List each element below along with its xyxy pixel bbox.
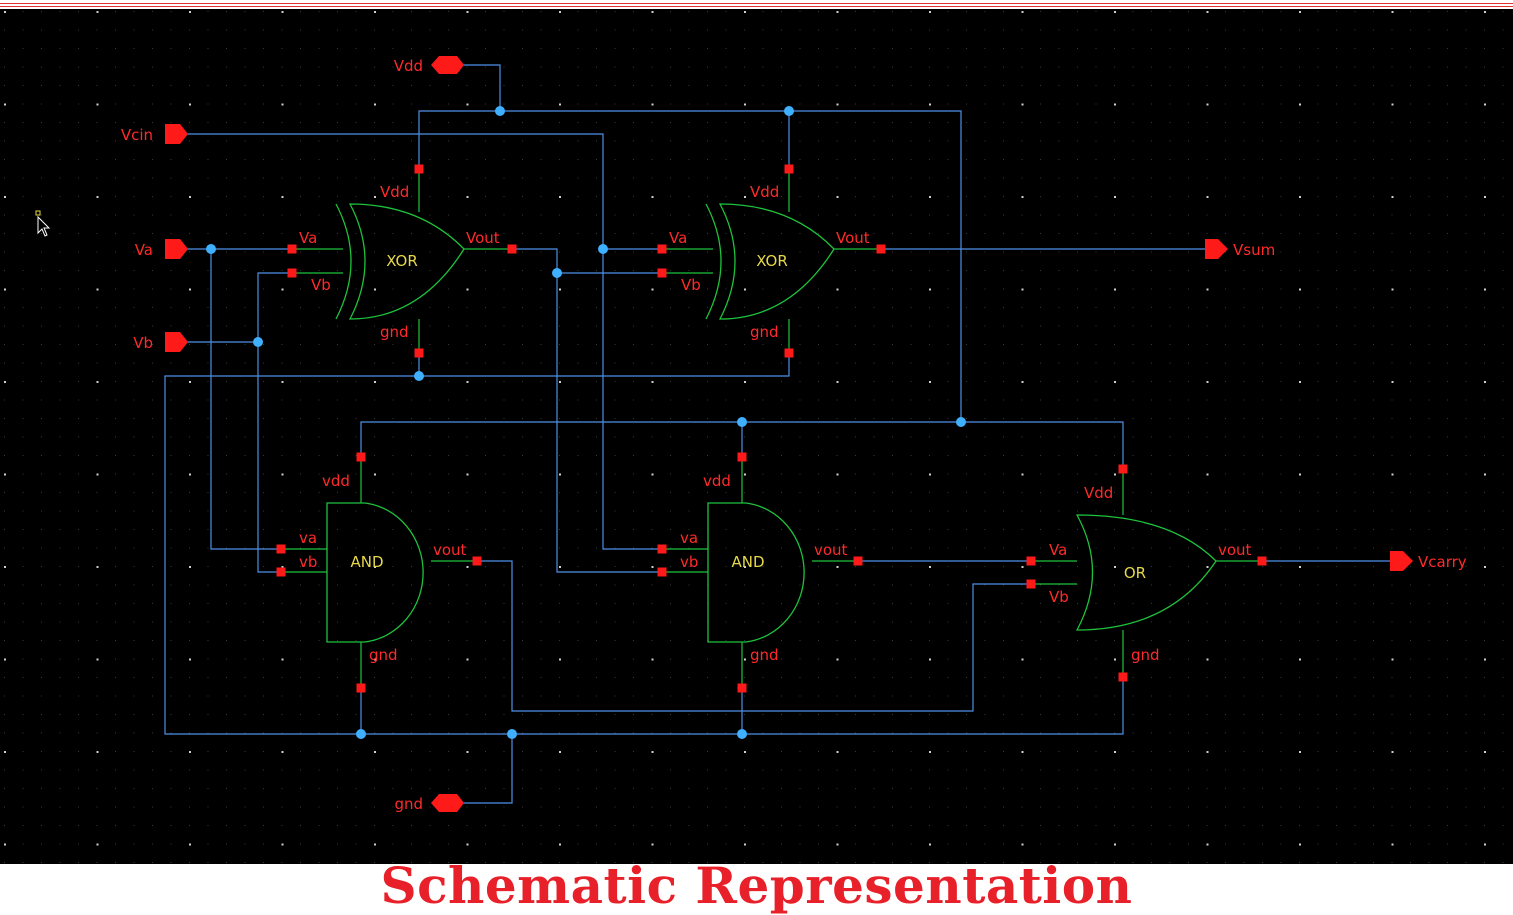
xor2-vdd-label: Vdd <box>750 183 779 201</box>
xor2-name: XOR <box>756 252 788 270</box>
and-gate-1[interactable] <box>326 502 424 643</box>
vsum-port-label: Vsum <box>1233 241 1275 259</box>
and1-gnd-label: gnd <box>369 646 398 664</box>
pin-squares <box>276 164 1267 693</box>
and-gate-2[interactable] <box>707 502 805 643</box>
and2-vout-label: vout <box>814 541 848 559</box>
wires <box>164 64 1390 804</box>
major-grid <box>0 9 1513 864</box>
caption-title: Schematic Representation <box>380 856 1133 915</box>
schematic-svg[interactable]: Vdd gnd Vcin Va Vb Vsum Vcarry XOR Vdd g… <box>0 9 1513 864</box>
wire-xor1-out[interactable] <box>512 248 662 573</box>
or-name: OR <box>1124 564 1146 582</box>
wire-gnd-rail[interactable] <box>164 375 1124 735</box>
and2-name: AND <box>731 553 764 571</box>
and2-vdd-label: vdd <box>703 472 731 490</box>
wire-vdd-in[interactable] <box>462 64 501 111</box>
va-port-label: Va <box>135 241 153 259</box>
wire-xor-gnd[interactable] <box>418 353 790 377</box>
xor-gate-1[interactable] <box>335 203 465 320</box>
wire-and1-out[interactable] <box>477 560 1031 712</box>
vdd-port-label: Vdd <box>394 57 423 75</box>
and2-gnd-label: gnd <box>750 646 779 664</box>
xor1-vout-label: Vout <box>466 229 500 247</box>
window-top-border <box>0 0 1513 9</box>
vb-port-icon[interactable] <box>165 332 188 352</box>
vsum-port-icon[interactable] <box>1205 239 1228 259</box>
vcarry-port-icon[interactable] <box>1390 551 1413 571</box>
or-vdd-label: Vdd <box>1084 484 1113 502</box>
and1-vdd-label: vdd <box>322 472 350 490</box>
or-vout-label: vout <box>1218 541 1252 559</box>
xor2-gnd-label: gnd <box>750 323 779 341</box>
xor1-vdd-label: Vdd <box>380 183 409 201</box>
pin-stubs <box>281 169 1262 688</box>
wire-vb-branch[interactable] <box>257 272 292 573</box>
border-line <box>0 6 1513 7</box>
xor1-name: XOR <box>386 252 418 270</box>
wire-vcin[interactable] <box>186 133 662 550</box>
gnd-port-label: gnd <box>394 795 423 813</box>
vdd-port-icon[interactable] <box>431 56 464 74</box>
vcin-port-label: Vcin <box>121 126 153 144</box>
vcarry-port-label: Vcarry <box>1418 553 1467 571</box>
gnd-port-icon[interactable] <box>431 794 464 812</box>
va-port-icon[interactable] <box>165 239 188 259</box>
xor-gate-2[interactable] <box>705 203 835 320</box>
wire-gnd-in[interactable] <box>462 734 513 804</box>
or-gate[interactable] <box>1075 514 1217 631</box>
xor1-gnd-label: gnd <box>380 323 409 341</box>
xor2-va-label: Va <box>669 229 687 247</box>
and2-vb-label: vb <box>680 553 698 571</box>
or-gnd-label: gnd <box>1131 646 1160 664</box>
or-vb-label: Vb <box>1049 588 1069 606</box>
and1-vb-label: vb <box>299 553 317 571</box>
vb-port-label: Vb <box>133 334 153 352</box>
xor1-va-label: Va <box>299 229 317 247</box>
xor2-vb-label: Vb <box>681 276 701 294</box>
vcin-port-icon[interactable] <box>165 124 188 144</box>
border-line <box>0 3 1513 4</box>
junction-dots <box>206 106 966 739</box>
xor2-vout-label: Vout <box>836 229 870 247</box>
schematic-canvas[interactable]: Vdd gnd Vcin Va Vb Vsum Vcarry XOR Vdd g… <box>0 9 1513 864</box>
and2-va-label: va <box>680 529 698 547</box>
and1-vout-label: vout <box>433 541 467 559</box>
and1-va-label: va <box>299 529 317 547</box>
mouse-cursor-icon <box>35 210 51 237</box>
and1-name: AND <box>350 553 383 571</box>
or-va-label: Va <box>1049 541 1067 559</box>
wire-vdd-rail[interactable] <box>418 110 962 422</box>
xor1-vb-label: Vb <box>311 276 331 294</box>
